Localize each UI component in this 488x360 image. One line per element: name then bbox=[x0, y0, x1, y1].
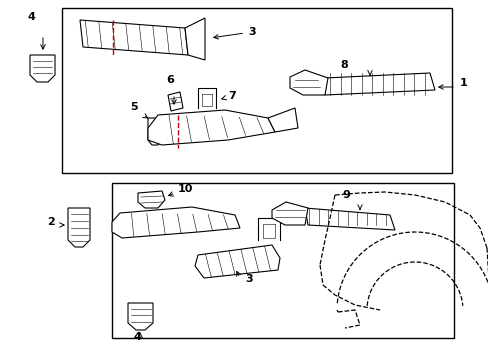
Polygon shape bbox=[289, 70, 327, 95]
Polygon shape bbox=[305, 208, 394, 230]
Polygon shape bbox=[148, 110, 274, 145]
Polygon shape bbox=[148, 118, 164, 145]
Text: 5: 5 bbox=[130, 102, 137, 112]
Polygon shape bbox=[138, 191, 164, 208]
Text: 7: 7 bbox=[221, 91, 235, 101]
Text: 3: 3 bbox=[213, 27, 255, 39]
Polygon shape bbox=[271, 202, 307, 225]
Text: 1: 1 bbox=[459, 78, 467, 88]
Polygon shape bbox=[184, 18, 204, 60]
Text: 8: 8 bbox=[339, 60, 347, 70]
Polygon shape bbox=[30, 55, 55, 82]
Text: 4: 4 bbox=[134, 332, 142, 342]
Polygon shape bbox=[195, 245, 280, 278]
Polygon shape bbox=[168, 92, 183, 111]
Text: 9: 9 bbox=[341, 190, 349, 200]
Polygon shape bbox=[267, 108, 297, 132]
Text: 6: 6 bbox=[165, 75, 174, 85]
Text: 10: 10 bbox=[168, 184, 193, 196]
Text: 2: 2 bbox=[47, 217, 55, 227]
Text: 4: 4 bbox=[27, 12, 35, 22]
Polygon shape bbox=[112, 207, 240, 238]
Polygon shape bbox=[325, 73, 434, 95]
Polygon shape bbox=[68, 208, 90, 247]
Polygon shape bbox=[128, 303, 153, 330]
Text: 3: 3 bbox=[244, 274, 252, 284]
Polygon shape bbox=[80, 20, 187, 55]
